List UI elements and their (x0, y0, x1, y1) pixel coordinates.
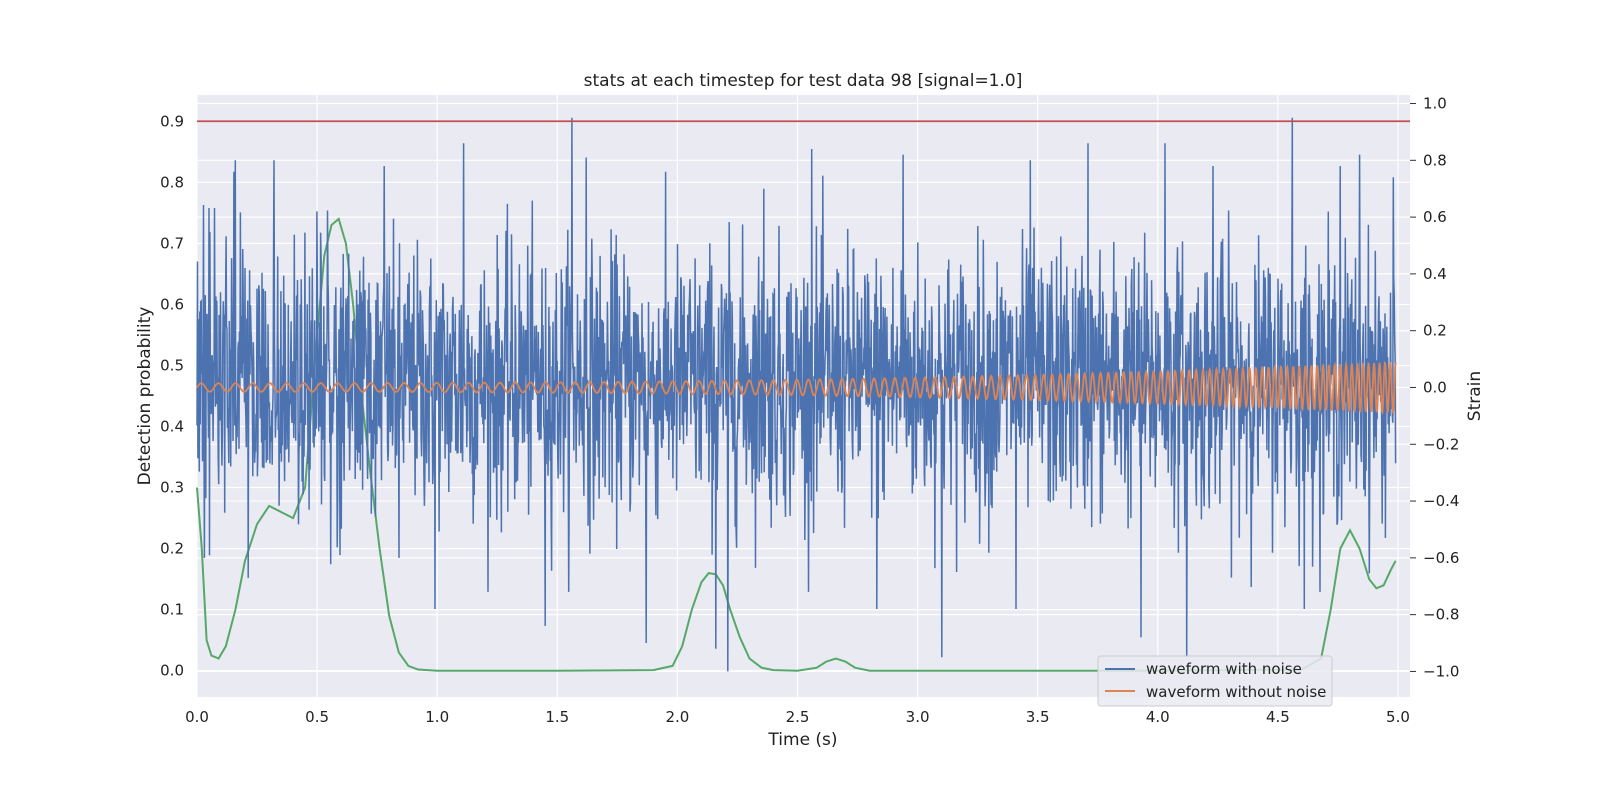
x-tick-label: 5.0 (1386, 708, 1410, 726)
y-right-tick-label: −0.8 (1423, 606, 1459, 624)
x-tick-label: 4.5 (1266, 708, 1290, 726)
y-left-tick-label: 0.9 (160, 112, 184, 130)
y-left-tick-label: 0.3 (160, 479, 184, 497)
y-axis-left-label: Detection probability (135, 307, 155, 486)
y-right-tick-label: 0.0 (1423, 378, 1447, 396)
y-right-tick-label: 1.0 (1423, 95, 1447, 113)
x-axis-ticks: 0.0 0.5 1.0 1.5 2.0 2.5 3.0 3.5 4.0 4.5 5.0 (185, 708, 1410, 726)
x-axis-label: Time (s) (767, 730, 837, 750)
y-right-tick-label: −1.0 (1423, 662, 1459, 680)
waveform-with-noise-line (196, 117, 1397, 672)
y-right-tick-label: 0.2 (1423, 322, 1447, 340)
y-right-tick-label: −0.4 (1423, 492, 1459, 510)
y-right-tick-label: 0.8 (1423, 151, 1447, 169)
x-tick-label: 1.0 (425, 708, 449, 726)
x-tick-label: 3.5 (1026, 708, 1050, 726)
y-left-tick-label: 0.4 (160, 418, 184, 436)
x-tick-label: 0.5 (305, 708, 329, 726)
y-right-tick-label: 0.6 (1423, 208, 1447, 226)
y-left-tick-label: 0.5 (160, 356, 184, 374)
y-axis-left-ticks: 0.0 0.1 0.2 0.3 0.4 0.5 0.6 0.7 0.8 0.9 (160, 112, 184, 679)
x-tick-label: 4.0 (1146, 708, 1170, 726)
x-tick-label: 2.5 (786, 708, 810, 726)
y-left-tick-label: 0.6 (160, 295, 184, 313)
waveform-without-noise-line (196, 360, 1397, 416)
legend: waveform with noise waveform without noi… (1097, 655, 1333, 707)
legend-box (1097, 655, 1333, 707)
y-left-tick-label: 0.1 (160, 601, 184, 619)
y-right-tick-label: −0.2 (1423, 435, 1459, 453)
chart-title: stats at each timestep for test data 98 … (584, 71, 1023, 91)
y-left-tick-label: 0.0 (160, 662, 184, 680)
y-left-tick-label: 0.2 (160, 540, 184, 558)
y-axis-right-ticks: −1.0 −0.8 −0.6 −0.4 −0.2 0.0 0.2 0.4 0.6 0.8 1.0 (1410, 95, 1459, 680)
x-tick-label: 1.5 (545, 708, 569, 726)
x-tick-label: 3.0 (906, 708, 930, 726)
y-right-tick-label: −0.6 (1423, 549, 1459, 567)
legend-label-waveform-with-noise: waveform with noise (1146, 660, 1302, 678)
series-waveform-without-noise (196, 360, 1397, 416)
y-right-tick-label: 0.4 (1423, 265, 1447, 283)
legend-label-waveform-without-noise: waveform without noise (1146, 683, 1326, 701)
y-axis-right-label: Strain (1465, 371, 1485, 421)
y-left-tick-label: 0.8 (160, 173, 184, 191)
x-tick-label: 2.0 (665, 708, 689, 726)
series-waveform-with-noise (196, 117, 1397, 672)
x-tick-label: 0.0 (185, 708, 209, 726)
y-left-tick-label: 0.7 (160, 234, 184, 252)
